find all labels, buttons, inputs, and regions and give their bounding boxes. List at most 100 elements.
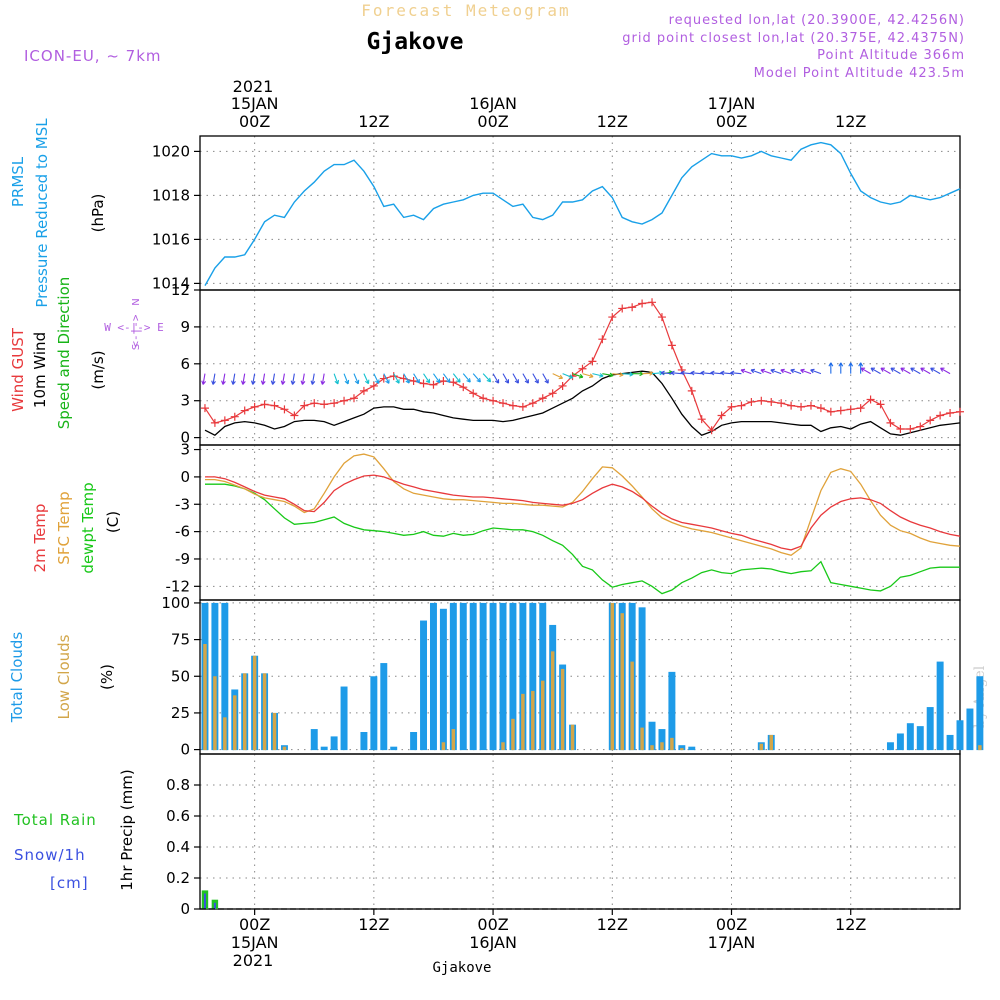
ytick-label-wind: 0 <box>180 429 190 447</box>
top-date-label: 15JAN <box>231 94 279 113</box>
total-cloud-bar <box>489 602 497 751</box>
wind-direction-arrow <box>592 373 604 378</box>
total-cloud-bar <box>340 686 348 751</box>
bottom-hour-label: 00Z <box>477 915 508 934</box>
wind-direction-arrow <box>828 362 834 374</box>
low-cloud-bar <box>213 676 217 751</box>
wind-direction-arrow <box>858 362 864 374</box>
gust-marker <box>806 401 815 410</box>
total-cloud-bar <box>648 721 656 751</box>
gust-marker <box>270 401 279 410</box>
total-cloud-bar <box>638 607 646 751</box>
wind-direction-arrow <box>353 373 360 385</box>
pressure-label-prmsl: PRMSL <box>9 156 27 207</box>
clouds-label-total: Total Clouds <box>8 632 26 724</box>
gust-marker <box>310 399 319 408</box>
bottom-hour-label: 12Z <box>597 915 628 934</box>
wind-direction-arrow <box>270 373 276 385</box>
wind-direction-arrow <box>492 373 500 384</box>
total-cloud-bar <box>429 602 437 751</box>
total-cloud-bar <box>688 746 696 751</box>
wind-direction-arrow <box>393 373 400 384</box>
wind-direction-arrow <box>848 362 854 374</box>
gust-marker <box>608 313 617 322</box>
wind-direction-arrow <box>221 373 226 385</box>
gust-marker <box>906 425 915 434</box>
top-hour-label: 12Z <box>597 112 628 131</box>
wind-direction-arrow <box>532 373 539 384</box>
wind-direction-arrow <box>442 373 451 383</box>
total-cloud-bar <box>330 736 338 751</box>
top-date-label: 16JAN <box>469 94 517 113</box>
temp-label-2m: 2m Temp <box>31 504 49 573</box>
gust-marker <box>618 304 627 313</box>
low-cloud-bar <box>511 718 515 751</box>
gust-marker <box>876 400 885 409</box>
wind-direction-arrow <box>280 373 286 385</box>
pressure-label-msl: Pressure Reduced to MSL <box>33 118 51 308</box>
top-hour-label: 00Z <box>716 112 747 131</box>
low-cloud-bar <box>978 745 982 751</box>
wind-direction-arrow <box>383 373 390 384</box>
total-cloud-bar <box>896 733 904 751</box>
total-cloud-bar <box>509 602 517 751</box>
wind-direction-arrow <box>940 367 951 375</box>
gust-marker <box>717 411 726 420</box>
gust-marker <box>518 402 527 411</box>
total-cloud-bar <box>906 723 914 751</box>
total-cloud-bar <box>221 602 229 751</box>
low-cloud-bar <box>680 748 684 751</box>
wind-direction-arrow <box>290 373 296 385</box>
model-label: ICON-EU, ~ 7km <box>24 47 162 65</box>
ytick-label-pressure: 1014 <box>152 274 190 292</box>
total-cloud-bar <box>966 708 974 751</box>
ytick-label-precip: 0.2 <box>166 869 190 887</box>
total-cloud-bar <box>449 602 457 751</box>
gust-marker <box>697 415 706 424</box>
gust-marker <box>280 405 289 414</box>
ytick-label-clouds: 0 <box>180 741 190 759</box>
gust-marker <box>528 399 537 408</box>
requested-coords: requested lon,lat (20.3900E, 42.4256N) <box>669 13 965 28</box>
wind-direction-arrow <box>838 362 844 374</box>
low-cloud-bar <box>252 655 257 751</box>
total-cloud-bar <box>976 676 984 751</box>
total-cloud-bar <box>380 663 388 751</box>
gust-marker <box>359 386 368 395</box>
ytick-label-pressure: 1018 <box>152 186 190 204</box>
gust-marker <box>558 381 567 390</box>
low-cloud-bar <box>223 717 227 751</box>
gust-marker <box>856 404 865 413</box>
bottom-date-label: 15JAN <box>231 933 279 952</box>
low-cloud-bar <box>630 661 634 751</box>
top-hour-label: 12Z <box>358 112 389 131</box>
bottom-hour-label: 12Z <box>835 915 866 934</box>
total-cloud-bar <box>310 729 318 751</box>
gust-marker <box>369 381 378 390</box>
ytick-label-pressure: 1016 <box>152 230 190 248</box>
compass-south: S <box>131 344 142 350</box>
total-cloud-bar <box>519 602 527 751</box>
wind-direction-arrow <box>760 368 772 375</box>
wind-direction-arrow <box>300 373 306 385</box>
total-cloud-bar <box>946 734 954 751</box>
pressure-unit: (hPa) <box>89 194 107 233</box>
gust-marker <box>548 389 557 398</box>
wind-unit: (m/s) <box>89 350 107 389</box>
gust-marker <box>429 380 438 389</box>
panel-frame-precip <box>199 753 961 910</box>
gust-marker <box>956 407 964 416</box>
gust-marker <box>737 401 746 410</box>
wind-direction-arrow <box>870 367 881 375</box>
gust-marker <box>777 399 786 408</box>
wind-direction-arrow <box>552 373 564 380</box>
wind-direction-arrow <box>740 368 752 375</box>
wind-direction-arrow <box>260 373 266 385</box>
gust-marker <box>419 379 428 388</box>
wind-direction-arrow <box>542 373 549 384</box>
gust-marker <box>389 372 398 381</box>
low-cloud-bar <box>531 690 535 751</box>
wind-direction-arrow <box>612 372 624 378</box>
total-cloud-bar <box>956 720 964 751</box>
ytick-label-wind: 12 <box>171 281 190 299</box>
